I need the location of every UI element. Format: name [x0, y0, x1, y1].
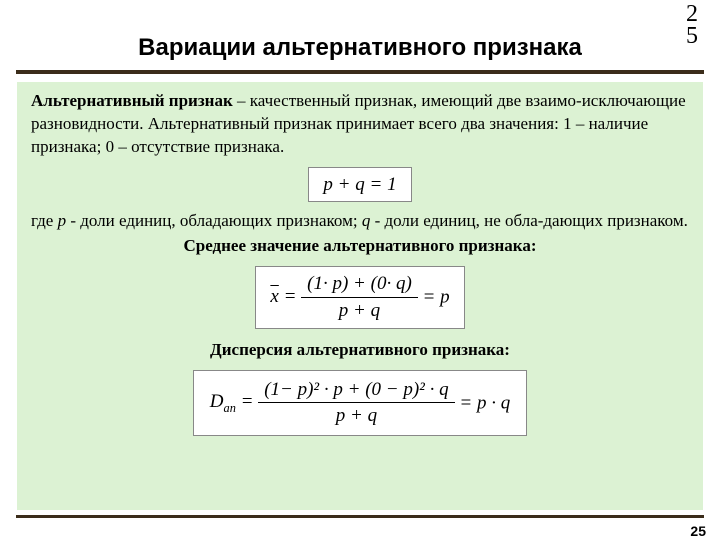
disp-numerator: (1− p)² · p + (0 − p)² · q [258, 377, 454, 404]
disp-eq: = [236, 391, 258, 412]
formula-dispersion-box: Dап = (1− p)² · p + (0 − p)² · q p + q =… [193, 370, 527, 436]
mean-numerator: (1· p) + (0· q) [301, 271, 418, 298]
mean-denominator: p + q [301, 298, 418, 324]
slide-title: Вариации альтернативного признака [0, 34, 720, 62]
definition-paragraph: Альтернативный признак – качественный пр… [31, 90, 689, 159]
term-bold: Альтернативный признак [31, 91, 233, 110]
formula-mean-box: x = (1· p) + (0· q) p + q = p [255, 266, 464, 328]
footer-page-number: 25 [690, 523, 706, 539]
heading-mean: Среднее значение альтернативного признак… [31, 235, 689, 258]
disp-D: D [210, 391, 224, 412]
where-a: где [31, 211, 58, 230]
mean-rhs: = p [418, 287, 450, 308]
var-p: p [58, 211, 67, 230]
where-b: - доли единиц, обладающих признаком; [66, 211, 362, 230]
top-rule [16, 70, 704, 74]
slide: 2 5 Вариации альтернативного признака Ал… [0, 0, 720, 540]
where-c: - доли единиц, не обла-дающих признаком. [370, 211, 688, 230]
disp-denominator: p + q [258, 403, 454, 429]
formula-pq-box: p + q = 1 [308, 167, 411, 203]
mean-x: x [270, 286, 278, 307]
mean-fraction: (1· p) + (0· q) p + q [301, 271, 418, 323]
formula-mean: x = (1· p) + (0· q) p + q = p [31, 266, 689, 328]
formula-pq-text: p + q = 1 [323, 174, 396, 195]
bottom-rule [16, 515, 704, 518]
content-panel: Альтернативный признак – качественный пр… [17, 82, 703, 510]
disp-fraction: (1− p)² · p + (0 − p)² · q p + q [258, 377, 454, 429]
formula-pq: p + q = 1 [31, 167, 689, 203]
disp-sub: ап [224, 401, 236, 415]
mean-eq: = [279, 286, 301, 307]
formula-dispersion: Dап = (1− p)² · p + (0 − p)² · q p + q =… [31, 370, 689, 436]
heading-dispersion: Дисперсия альтернативного признака: [31, 339, 689, 362]
disp-rhs: = p · q [455, 392, 511, 413]
where-paragraph: где p - доли единиц, обладающих признако… [31, 210, 689, 233]
